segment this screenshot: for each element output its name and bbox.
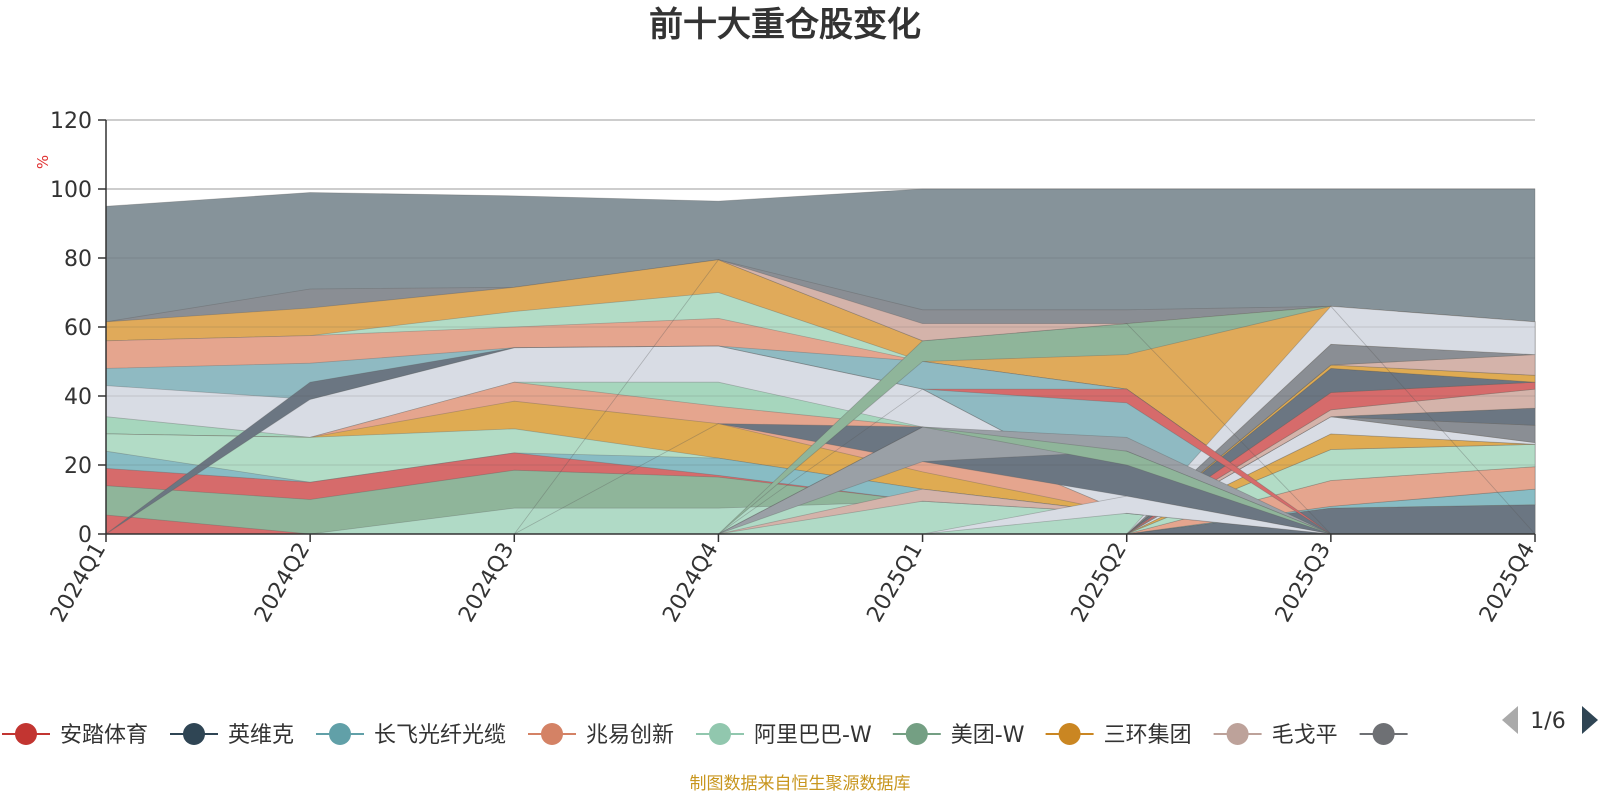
legend-marker-icon (1058, 723, 1081, 745)
legend-marker-icon (15, 723, 37, 745)
legend-item[interactable]: 英维克 (170, 723, 294, 748)
legend-label: 阿里巴巴-W (754, 723, 872, 748)
data-source-footer: 制图数据来自恒生聚源数据库 (690, 774, 911, 794)
x-tick-label: 2025Q3 (1271, 539, 1336, 627)
legend-item[interactable]: 兆易创新 (528, 723, 674, 748)
y-axis-label: % (34, 155, 52, 169)
legend-marker-icon (1226, 723, 1249, 745)
legend-pager[interactable]: 1/6 (1502, 706, 1598, 734)
legend-prev-arrow-icon[interactable] (1502, 706, 1518, 734)
legend-label: 美团-W (951, 723, 1025, 748)
x-tick-label: 2024Q3 (454, 539, 519, 627)
legend-label: 毛戈平 (1272, 723, 1338, 748)
y-tick-label: 0 (78, 523, 92, 548)
y-tick-label: 20 (64, 454, 92, 479)
legend-label: 英维克 (228, 723, 294, 748)
legend-item[interactable]: 美团-W (892, 723, 1025, 748)
y-tick-label: 120 (50, 109, 92, 134)
legend-item[interactable]: 长飞光纤光缆 (316, 723, 506, 748)
legend-marker-icon (1372, 723, 1395, 745)
legend-page-indicator: 1/6 (1530, 709, 1565, 734)
legend-label: 安踏体育 (60, 723, 148, 748)
x-tick-label: 2025Q1 (862, 539, 927, 627)
legend-marker-icon (329, 723, 352, 745)
x-tick-label: 2025Q4 (1475, 539, 1540, 627)
legend-marker-icon (905, 723, 928, 745)
legend-marker-icon (541, 723, 564, 745)
x-tick-label: 2025Q2 (1067, 539, 1132, 627)
area-series (106, 259, 1535, 535)
x-tick-label: 2024Q4 (658, 539, 723, 627)
legend-marker-icon (709, 723, 732, 745)
legend[interactable]: 安踏体育 英维克 长飞光纤光缆 兆易创新 阿里巴巴-W 美团-W 三环集团 毛戈平 (2, 723, 1408, 748)
legend-next-arrow-icon[interactable] (1582, 706, 1598, 734)
area-overlays (105, 119, 1536, 535)
chart-title: 前十大重仓股变化 (649, 5, 921, 45)
area-series (105, 345, 1535, 535)
y-tick-label: 60 (64, 316, 92, 341)
legend-item[interactable]: 阿里巴巴-W (696, 723, 872, 748)
legend-label: 三环集团 (1104, 723, 1192, 748)
y-tick-label: 100 (50, 178, 92, 203)
legend-item[interactable]: 安踏体育 (2, 723, 148, 748)
legend-item[interactable]: 毛戈平 (1213, 723, 1338, 748)
legend-item[interactable] (1359, 723, 1408, 745)
y-tick-label: 40 (64, 385, 92, 410)
x-tick-label: 2024Q1 (46, 539, 111, 627)
x-tick-label: 2024Q2 (250, 539, 315, 627)
legend-item[interactable]: 三环集团 (1045, 723, 1192, 748)
legend-label: 长飞光纤光缆 (374, 723, 506, 748)
area-series (106, 423, 1535, 535)
legend-label: 兆易创新 (586, 723, 674, 748)
y-tick-label: 80 (64, 247, 92, 272)
legend-marker-icon (183, 723, 206, 745)
